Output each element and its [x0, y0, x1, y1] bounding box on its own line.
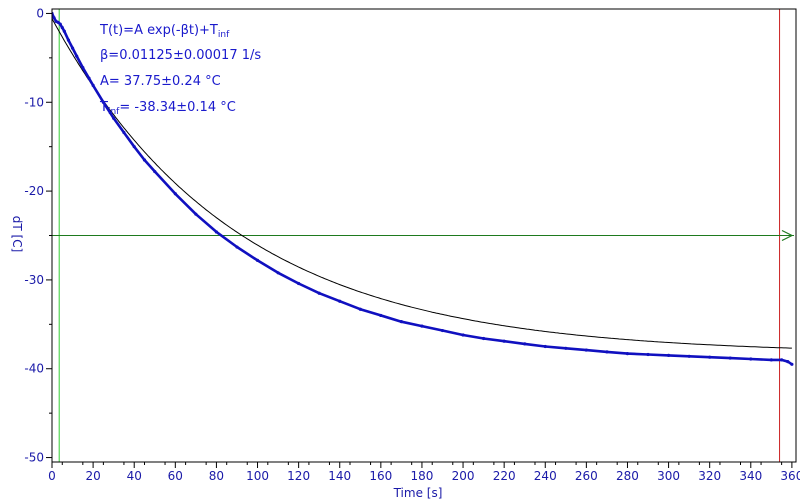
- data-point: [75, 54, 79, 58]
- data-point: [749, 357, 753, 361]
- annotation-a: A= 37.75±0.24 °C: [100, 74, 221, 89]
- data-point: [584, 348, 588, 352]
- y-tick-label: -10: [24, 95, 44, 109]
- data-point: [52, 16, 56, 20]
- data-point: [317, 291, 321, 295]
- data-point: [666, 353, 671, 358]
- data-point: [358, 307, 362, 311]
- annotation-tinf: Tinf= -38.34±0.14 °C: [99, 100, 236, 117]
- horizontal-marker-arrow: [781, 229, 794, 242]
- x-tick-label: 340: [739, 469, 762, 483]
- data-point: [502, 339, 506, 343]
- data-point: [708, 355, 712, 359]
- x-tick-label: 300: [657, 469, 680, 483]
- data-point: [66, 38, 71, 42]
- data-point: [255, 258, 260, 262]
- annotation-formula: T(t)=A exp(-βt)+Tinf: [99, 23, 230, 40]
- data-point: [81, 66, 85, 70]
- x-tick-label: 260: [575, 469, 598, 483]
- data-point: [101, 100, 105, 104]
- x-tick-label: 120: [287, 469, 310, 483]
- data-point: [780, 358, 784, 362]
- annotation-beta: β=0.01125±0.00017 1/s: [100, 48, 261, 63]
- data-point: [646, 352, 650, 357]
- tinf-value: = -38.34±0.14 °C: [119, 100, 235, 115]
- x-tick-label: 320: [698, 469, 721, 483]
- data-point: [482, 336, 486, 341]
- y-tick-label: -40: [24, 362, 44, 376]
- data-point: [173, 192, 177, 196]
- y-tick-label: -50: [24, 451, 44, 465]
- x-tick-label: 0: [48, 469, 56, 483]
- data-point: [276, 271, 280, 275]
- formula-main: T(t)=A exp(-βt)+T: [99, 23, 218, 38]
- x-tick-label: 40: [127, 469, 142, 483]
- data-point: [153, 169, 157, 174]
- fit-curve: [52, 18, 792, 349]
- y-tick-label: -30: [24, 273, 44, 287]
- y-axis: 0 -10 -20 -30 -40 -50: [24, 6, 52, 465]
- data-point: [62, 29, 66, 33]
- data-point: [728, 356, 732, 360]
- x-tick-label: 140: [328, 469, 351, 483]
- data-series-line: [52, 12, 793, 366]
- data-point: [60, 26, 64, 30]
- data-point: [297, 281, 301, 286]
- data-point: [420, 324, 424, 328]
- x-tick-label: 20: [85, 469, 100, 483]
- x-tick-label: 160: [369, 469, 392, 483]
- formula-subscript: inf: [218, 30, 230, 40]
- data-point: [87, 76, 91, 80]
- x-tick-label: 60: [168, 469, 183, 483]
- x-tick-label: 220: [493, 469, 516, 483]
- data-point: [625, 352, 630, 356]
- data-point: [142, 158, 147, 162]
- data-point: [91, 83, 95, 87]
- data-point: [194, 212, 198, 216]
- data-point: [523, 342, 527, 346]
- data-point: [214, 230, 219, 234]
- x-tick-label: 280: [616, 469, 639, 483]
- data-point: [132, 145, 136, 149]
- data-point: [112, 116, 116, 120]
- data-point: [399, 320, 403, 324]
- data-point: [379, 313, 383, 318]
- x-tick-label: 100: [246, 469, 269, 483]
- data-point: [58, 22, 62, 26]
- data-point: [786, 360, 790, 364]
- data-point: [235, 245, 239, 249]
- x-axis-title: Time [s]: [393, 486, 443, 500]
- x-tick-label: 180: [410, 469, 433, 483]
- data-point: [790, 362, 794, 366]
- data-point: [70, 46, 75, 50]
- x-tick-label: 200: [452, 469, 475, 483]
- y-axis-title: dT [C]: [10, 216, 24, 253]
- y-tick-label: -20: [24, 184, 44, 198]
- data-point: [564, 346, 568, 350]
- data-point: [769, 358, 773, 362]
- plot-inner: [52, 9, 794, 462]
- data-point: [543, 344, 547, 349]
- plot-layer: [52, 9, 794, 462]
- data-point: [338, 299, 342, 303]
- x-axis: 0 20 40 60 80 100 120 140 160 180 200 220 240 260 280 3…: [48, 462, 800, 483]
- tinf-subscript: inf: [108, 107, 120, 117]
- x-tick-label: 240: [534, 469, 557, 483]
- x-tick-label: 80: [209, 469, 224, 483]
- tinf-prefix: T: [99, 100, 108, 115]
- data-point: [440, 328, 445, 333]
- y-tick-label: 0: [36, 6, 44, 20]
- x-tick-label: 360: [780, 469, 800, 483]
- data-point: [461, 333, 465, 337]
- data-point: [605, 350, 609, 354]
- data-point: [122, 130, 126, 135]
- data-point: [687, 354, 691, 358]
- fit-annotation: T(t)=A exp(-βt)+Tinf β=0.01125±0.00017 1…: [99, 23, 261, 117]
